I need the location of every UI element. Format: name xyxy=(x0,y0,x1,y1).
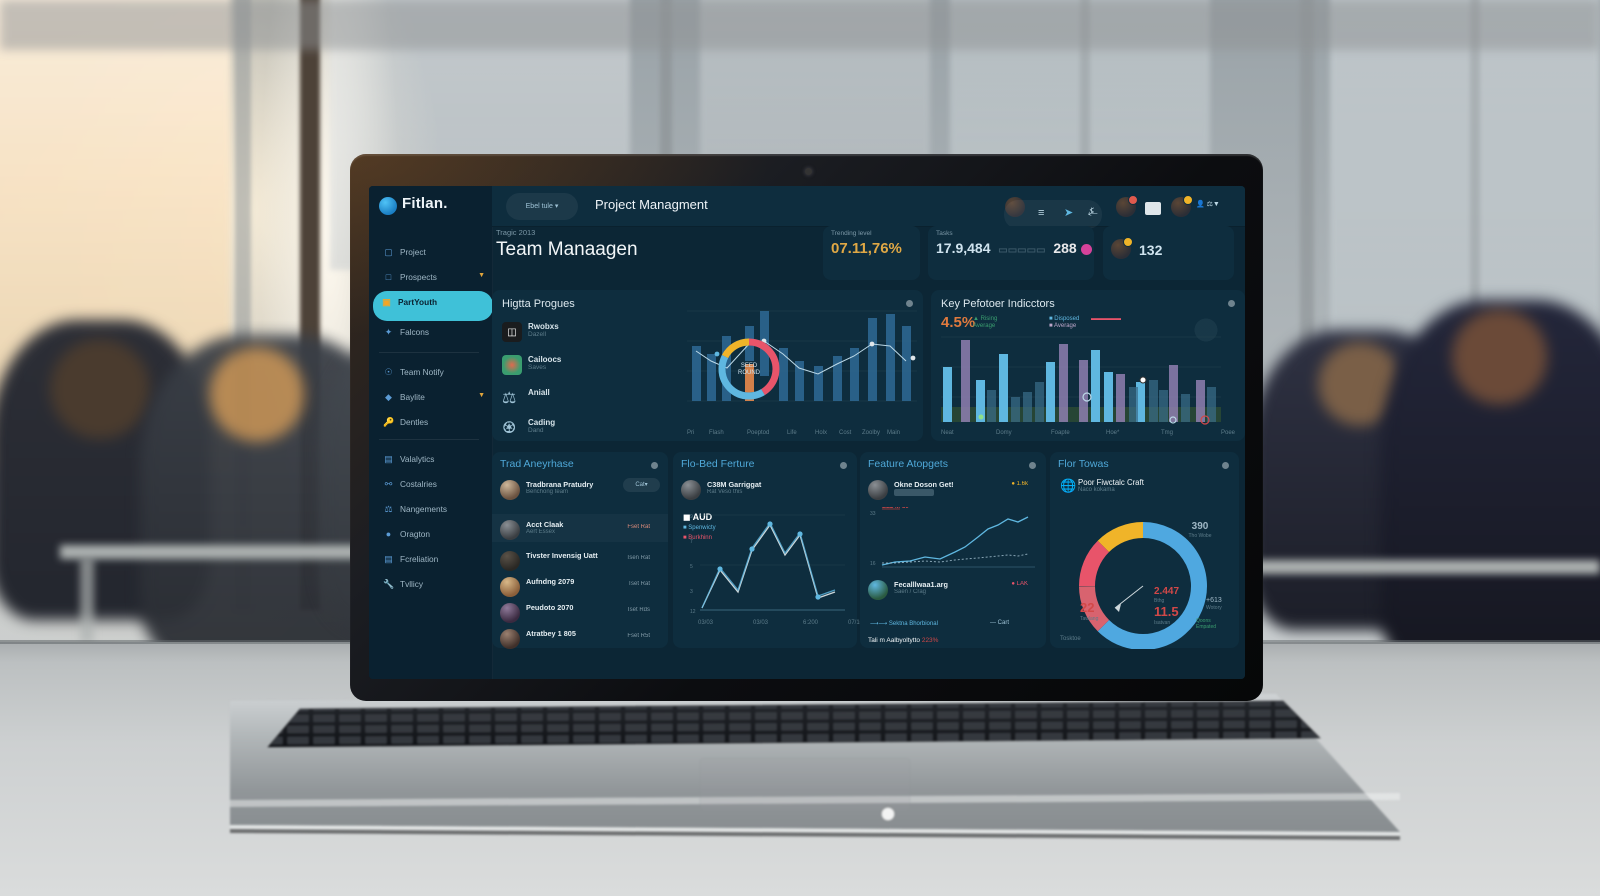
svg-text:EE2 M-80: EE2 M-80 xyxy=(882,507,909,510)
svg-text:22: 22 xyxy=(1080,600,1094,615)
svg-text:Isatvan: Isatvan xyxy=(1154,620,1170,626)
svg-text:11.5: 11.5 xyxy=(1154,604,1179,619)
svg-text:33: 33 xyxy=(870,511,876,517)
svg-text:Empated: Empated xyxy=(1196,624,1216,630)
svg-text:16: 16 xyxy=(870,561,876,567)
svg-text:390: 390 xyxy=(1192,521,1209,532)
svg-text:7: 7 xyxy=(690,539,693,545)
svg-text:9: 9 xyxy=(690,514,693,520)
svg-text:3: 3 xyxy=(690,589,693,595)
svg-text:5: 5 xyxy=(690,564,693,570)
svg-text:Tho Wobe: Tho Wobe xyxy=(1189,533,1212,539)
svg-text:SEED: SEED xyxy=(741,363,758,369)
svg-text:+613: +613 xyxy=(1206,597,1222,604)
svg-text:2.447: 2.447 xyxy=(1154,586,1179,597)
svg-text:ROUND: ROUND xyxy=(738,370,761,376)
svg-text:Tawlang: Tawlang xyxy=(1080,616,1099,622)
svg-text:12: 12 xyxy=(690,609,696,615)
svg-text:Wotory: Wotory xyxy=(1206,605,1222,611)
